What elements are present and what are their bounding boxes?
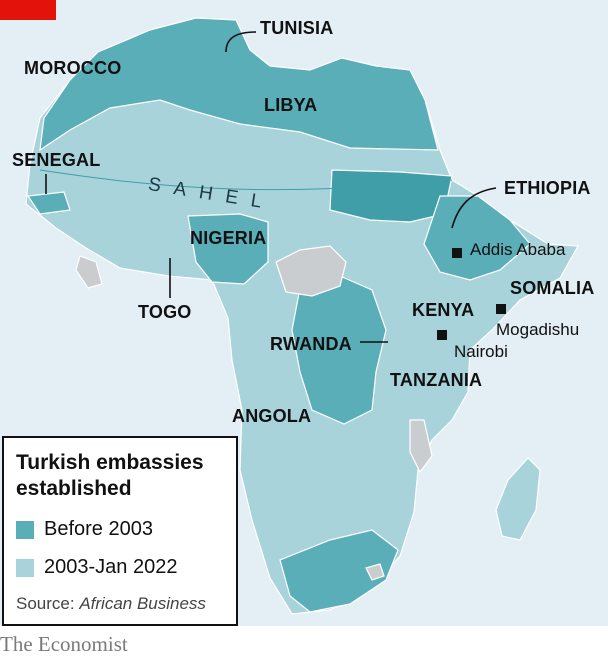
label-morocco: MOROCCO: [24, 58, 122, 78]
label-kenya: KENYA: [412, 300, 475, 320]
source-prefix: Source:: [16, 594, 80, 613]
region-central-africa: [291, 275, 387, 425]
region-ethiopia: [423, 195, 531, 281]
ethiopia-leader-line: [451, 187, 497, 229]
madagascar: [495, 457, 541, 541]
source-name: African Business: [79, 594, 206, 613]
label-rwanda: RWANDA: [270, 334, 352, 354]
mogadishu-marker: [496, 304, 506, 314]
legend-swatch-before-2003: [16, 521, 34, 539]
brand-red-tag: [0, 0, 56, 20]
legend-label-before-2003: Before 2003: [44, 518, 153, 540]
map-panel: TUNISIA MOROCCO LIBYA SENEGAL SAHEL ETHI…: [0, 0, 608, 626]
tunisia-leader-line: [225, 31, 257, 53]
label-ethiopia: ETHIOPIA: [504, 178, 591, 198]
legend-swatch-2003-jan-2022: [16, 559, 34, 577]
label-tunisia: TUNISIA: [260, 18, 334, 38]
label-angola: ANGOLA: [232, 406, 312, 426]
label-tanzania: TANZANIA: [390, 370, 483, 390]
label-nigeria: NIGERIA: [190, 228, 267, 248]
city-mogadishu: Mogadishu: [496, 320, 580, 339]
legend-source: Source: African Business: [16, 594, 206, 614]
label-somalia: SOMALIA: [510, 278, 595, 298]
legend-label-2003-jan-2022: 2003-Jan 2022: [44, 556, 178, 578]
city-addis-ababa: Addis Ababa: [470, 240, 566, 259]
sahel-band-outline: [39, 169, 453, 191]
footer-brand: The Economist: [0, 632, 128, 656]
legend: Turkish embassies established Before 200…: [2, 436, 238, 626]
region-no-embassy-east: [409, 419, 433, 474]
region-senegal: [26, 191, 71, 215]
addis-ababa-marker: [452, 248, 462, 258]
region-southern-africa: [279, 529, 399, 613]
nairobi-marker: [437, 330, 447, 340]
city-nairobi: Nairobi: [454, 342, 508, 361]
label-libya: LIBYA: [264, 95, 318, 115]
africa-map: [25, 17, 579, 615]
legend-title: Turkish embassies established: [16, 451, 204, 500]
label-togo: TOGO: [138, 302, 192, 322]
label-senegal: SENEGAL: [12, 150, 101, 170]
region-nigeria: [187, 213, 269, 285]
region-north-africa: [39, 17, 439, 152]
region-no-embassy-central: [275, 245, 347, 297]
region-no-embassy-south: [365, 563, 385, 581]
region-no-embassy-west: [75, 255, 103, 289]
